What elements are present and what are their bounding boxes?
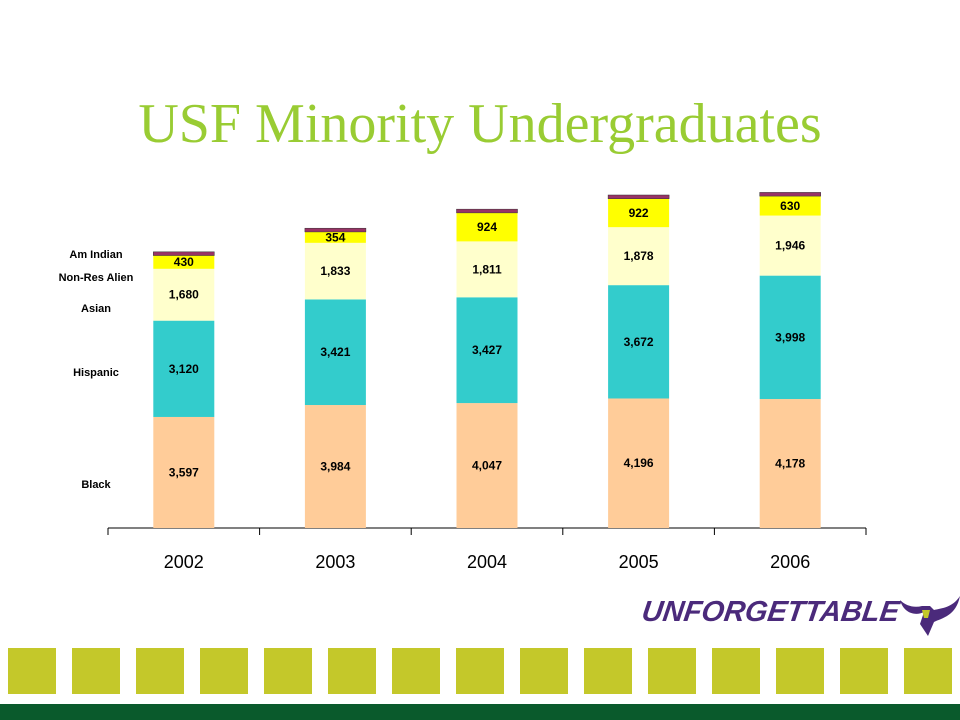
logo-text: UNFORGETTABLE [639,596,902,628]
x-tick-label: 2004 [467,552,507,572]
data-label: 3,597 [169,465,199,479]
data-label: 3,120 [169,362,199,376]
data-label: 922 [629,206,649,220]
decorative-tile [520,648,568,694]
decorative-tile [584,648,632,694]
bar-segment [607,194,670,199]
legend-label: Non-Res Alien [59,272,134,284]
data-label: 430 [174,255,194,269]
bar-segment [759,215,821,276]
bar-segment [759,196,821,216]
bar-segment [456,403,518,528]
data-label: 354 [325,230,345,244]
decorative-tile [904,648,952,694]
legend-label: Am Indian [69,249,122,261]
decorative-tile [328,648,376,694]
data-label: 3,984 [320,460,350,474]
decorative-tile [200,648,248,694]
bar-segment [608,198,670,228]
stacked-bar-chart: 3,597 3,120 1,680 430 2002 3,984 3,421 1,833 354… [59,192,867,572]
decorative-tile [8,648,56,694]
decorative-tile [392,648,440,694]
bar-segment [759,399,821,528]
decorative-tile [72,648,120,694]
decorative-tile [264,648,312,694]
bar-segment [456,297,518,404]
bull-horns-icon [900,596,960,636]
data-label: 4,196 [624,456,654,470]
bar-segment [456,208,518,214]
data-label: 4,178 [775,457,805,471]
bar-segment [759,275,821,400]
decorative-tile [136,648,184,694]
decorative-tile [456,648,504,694]
bar-segment [304,405,366,528]
x-tick-label: 2006 [770,552,810,572]
data-label: 1,680 [169,288,199,302]
x-tick-label: 2003 [315,552,355,572]
bottom-band [0,704,960,720]
data-label: 4,047 [472,459,502,473]
decorative-tile [648,648,696,694]
legend-label: Black [81,479,111,491]
data-label: 1,946 [775,239,805,253]
decorative-tile [776,648,824,694]
data-label: 1,878 [624,249,654,263]
bar-segment [153,251,215,256]
data-label: 630 [780,199,800,213]
decorative-tile [840,648,888,694]
bar-segment [153,416,215,528]
bar-segment [153,255,215,269]
bar-segment [304,227,367,233]
data-label: 3,421 [320,345,350,359]
data-label: 924 [477,220,497,234]
bar-segment [456,241,518,298]
tile-strip [8,648,960,694]
bar-segment [304,242,366,300]
bar-segment [153,268,215,321]
bar-segment [608,398,670,528]
x-tick-label: 2002 [164,552,204,572]
bar-segment [608,285,670,399]
legend-label: Asian [81,303,111,315]
x-tick-label: 2005 [619,552,659,572]
decorative-tile [712,648,760,694]
data-label: 3,672 [624,335,654,349]
data-label: 3,998 [775,330,805,344]
bar-segment [153,320,215,417]
data-label: 1,811 [472,262,502,276]
page-title: USF Minority Undergraduates [138,93,822,155]
data-label: 3,427 [472,343,502,357]
bar-segment [608,227,670,286]
bar-segment [456,212,518,242]
bar-segment [304,299,366,406]
bar-segment [304,231,366,243]
legend-label: Hispanic [73,367,119,379]
unforgettable-logo: UNFORGETTABLE [639,592,960,640]
data-label: 1,833 [320,264,350,278]
bar-segment [759,192,821,197]
